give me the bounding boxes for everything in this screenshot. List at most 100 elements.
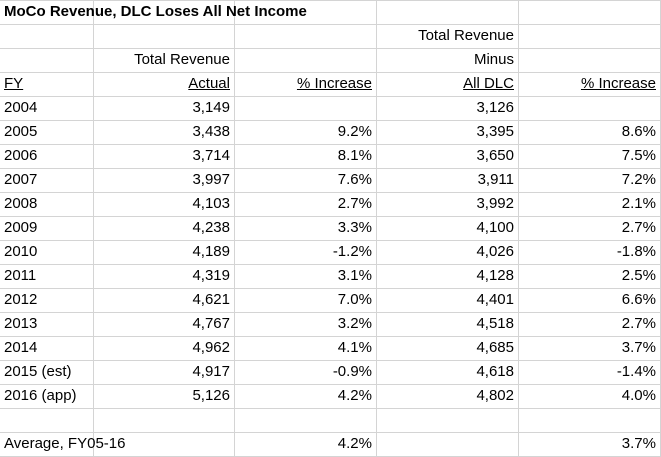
cell-pct-increase-2[interactable]: -1.4% (616, 363, 656, 380)
cell-minus-dlc[interactable]: 4,802 (476, 387, 514, 404)
cell-pct-increase-1[interactable] (234, 96, 376, 120)
cell-minus-dlc[interactable]: 3,650 (476, 147, 514, 164)
cell-actual[interactable]: 5,126 (192, 387, 230, 404)
cell-pct-increase-2[interactable]: 4.0% (621, 387, 656, 404)
cell-fy[interactable]: 2014 (4, 339, 38, 356)
cell-pct-increase-2[interactable]: 2.1% (621, 195, 656, 212)
cell-pct-increase-1[interactable]: 7.6% (337, 171, 372, 188)
cell-fy[interactable]: 2004 (4, 99, 38, 116)
cell-actual[interactable]: 4,319 (192, 267, 230, 284)
gridline (0, 264, 661, 265)
header-actual[interactable]: Actual (188, 75, 230, 92)
gridline (0, 96, 661, 97)
gridline (93, 0, 94, 457)
cell-minus-dlc[interactable]: 3,395 (476, 123, 514, 140)
cell-actual[interactable]: 3,438 (192, 123, 230, 140)
header-fy[interactable]: FY (4, 75, 24, 92)
gridline (0, 312, 661, 313)
cell-pct-increase-2[interactable]: -1.8% (616, 243, 656, 260)
cell-pct-increase-1[interactable]: 3.1% (337, 267, 372, 284)
cell-pct-increase-2[interactable]: 6.6% (621, 291, 656, 308)
cell-fy[interactable]: 2016 (app) (4, 387, 77, 404)
gridline (376, 0, 377, 457)
cell-actual[interactable]: 4,767 (192, 315, 230, 332)
cell-actual[interactable]: 4,962 (192, 339, 230, 356)
cell-pct-increase-2[interactable]: 8.6% (621, 123, 656, 140)
gridline (0, 0, 661, 1)
average-pct-1[interactable]: 4.2% (337, 435, 372, 452)
cell-fy[interactable]: 2007 (4, 171, 38, 188)
sheet-title[interactable]: MoCo Revenue, DLC Loses All Net Income (4, 3, 307, 20)
cell-fy[interactable]: 2008 (4, 195, 38, 212)
gridline (0, 432, 661, 433)
cell-fy[interactable]: 2009 (4, 219, 38, 236)
cell-actual[interactable]: 4,621 (192, 291, 230, 308)
header-all-dlc[interactable]: All DLC (463, 75, 514, 92)
gridline (234, 0, 235, 457)
cell-pct-increase-1[interactable]: 4.1% (337, 339, 372, 356)
cell-pct-increase-2[interactable]: 2.7% (621, 219, 656, 236)
cell-fy[interactable]: 2011 (4, 267, 37, 284)
cell-fy[interactable]: 2010 (4, 243, 38, 260)
cell-fy[interactable]: 2006 (4, 147, 38, 164)
cell-minus-dlc[interactable]: 4,518 (476, 315, 514, 332)
cell-pct-increase-2[interactable]: 3.7% (621, 339, 656, 356)
cell-pct-increase-2[interactable]: 2.7% (621, 315, 656, 332)
cell-pct-increase-1[interactable]: 7.0% (337, 291, 372, 308)
header-pct-increase-1[interactable]: % Increase (296, 75, 372, 92)
gridline (0, 72, 661, 73)
cell-actual[interactable]: 3,997 (192, 171, 230, 188)
cell-actual[interactable]: 4,103 (192, 195, 230, 212)
gridline (0, 408, 661, 409)
gridline (0, 288, 661, 289)
gridline (0, 120, 661, 121)
gridline (0, 192, 661, 193)
gridline (0, 144, 661, 145)
cell-pct-increase-2[interactable]: 7.2% (621, 171, 656, 188)
cell-actual[interactable]: 4,917 (192, 363, 230, 380)
cell-pct-increase-1[interactable]: 3.2% (337, 315, 372, 332)
cell-actual[interactable]: 4,238 (192, 219, 230, 236)
cell-pct-increase-1[interactable]: 3.3% (337, 219, 372, 236)
cell-actual[interactable]: 3,714 (192, 147, 230, 164)
cell-actual[interactable]: 3,149 (192, 99, 230, 116)
header-pct-increase-2[interactable]: % Increase (580, 75, 656, 92)
gridline (0, 24, 661, 25)
gridline (0, 216, 661, 217)
gridline (0, 240, 661, 241)
cell-minus-dlc[interactable]: 4,128 (476, 267, 514, 284)
cell-actual[interactable]: 4,189 (192, 243, 230, 260)
cell-fy[interactable]: 2005 (4, 123, 38, 140)
cell-pct-increase-1[interactable]: -1.2% (332, 243, 372, 260)
cell-minus-dlc[interactable]: 4,100 (476, 219, 514, 236)
cell-minus-dlc[interactable]: 4,618 (476, 363, 514, 380)
cell-pct-increase-1[interactable]: 9.2% (337, 123, 372, 140)
cell-pct-increase-1[interactable]: 8.1% (337, 147, 372, 164)
cell-minus-dlc[interactable]: 3,911 (477, 171, 514, 188)
header-total-revenue-2[interactable]: Total Revenue (418, 27, 514, 44)
average-label[interactable]: Average, FY05-16 (4, 435, 126, 452)
gridline (0, 48, 661, 49)
gridline (0, 336, 661, 337)
header-total-revenue-1[interactable]: Total Revenue (134, 51, 230, 68)
average-pct-2[interactable]: 3.7% (621, 435, 656, 452)
cell-pct-increase-1[interactable]: 2.7% (337, 195, 372, 212)
gridline (0, 360, 661, 361)
cell-fy[interactable]: 2015 (est) (4, 363, 72, 380)
cell-pct-increase-2[interactable]: 2.5% (621, 267, 656, 284)
cell-minus-dlc[interactable]: 3,126 (476, 99, 514, 116)
cell-minus-dlc[interactable]: 4,685 (476, 339, 514, 356)
cell-minus-dlc[interactable]: 3,992 (476, 195, 514, 212)
gridline (0, 168, 661, 169)
cell-pct-increase-1[interactable]: -0.9% (332, 363, 372, 380)
cell-minus-dlc[interactable]: 4,026 (476, 243, 514, 260)
cell-fy[interactable]: 2012 (4, 291, 38, 308)
cell-minus-dlc[interactable]: 4,401 (476, 291, 514, 308)
cell-pct-increase-2[interactable]: 7.5% (621, 147, 656, 164)
cell-pct-increase-1[interactable]: 4.2% (337, 387, 372, 404)
cell-pct-increase-2[interactable] (518, 96, 660, 120)
cell-fy[interactable]: 2013 (4, 315, 38, 332)
gridline (518, 0, 519, 457)
header-minus[interactable]: Minus (473, 51, 514, 68)
